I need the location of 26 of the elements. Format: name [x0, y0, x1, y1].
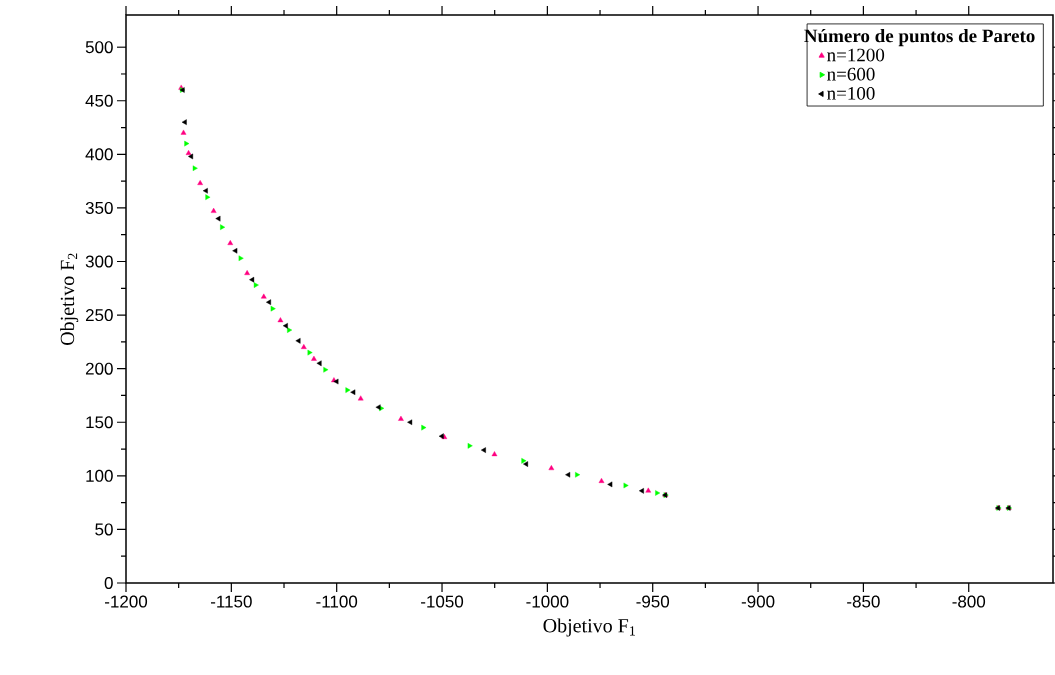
y-tick-label: 50: [95, 523, 113, 536]
x-tick-label: -1150: [210, 595, 252, 608]
y-tick-label: 150: [86, 416, 113, 429]
y-tick-label: 200: [85, 362, 113, 375]
x-tick-label: -1100: [316, 595, 358, 608]
x-tick-label: -900: [741, 595, 775, 608]
legend-label: n=1200: [827, 48, 885, 62]
y-tick-label: 250: [85, 309, 113, 322]
y-tick-label: 450: [85, 94, 113, 107]
x-tick-label: -800: [952, 595, 986, 608]
y-tick-label: 350: [85, 201, 113, 214]
legend-title: Número de puntos de Pareto: [804, 28, 1035, 47]
y-tick-label: 100: [86, 469, 113, 482]
legend-label: n=600: [827, 67, 875, 81]
x-tick-label: -1050: [421, 595, 464, 608]
x-tick-label: -850: [847, 595, 880, 608]
x-tick-label: -1200: [105, 595, 148, 608]
x-axis-title: Objetivo F$_{1}$: [543, 618, 635, 637]
y-tick-label: 0: [104, 576, 113, 590]
y-tick-label: 400: [85, 148, 113, 161]
x-tick-label: -1000: [526, 595, 569, 608]
x-tick-label: -950: [636, 595, 670, 608]
y-axis-title: Objetivo F$_{2}$: [60, 253, 79, 345]
legend-label: n=100: [827, 86, 875, 100]
y-tick-label: 500: [85, 41, 113, 54]
y-tick-label: 300: [85, 255, 113, 268]
